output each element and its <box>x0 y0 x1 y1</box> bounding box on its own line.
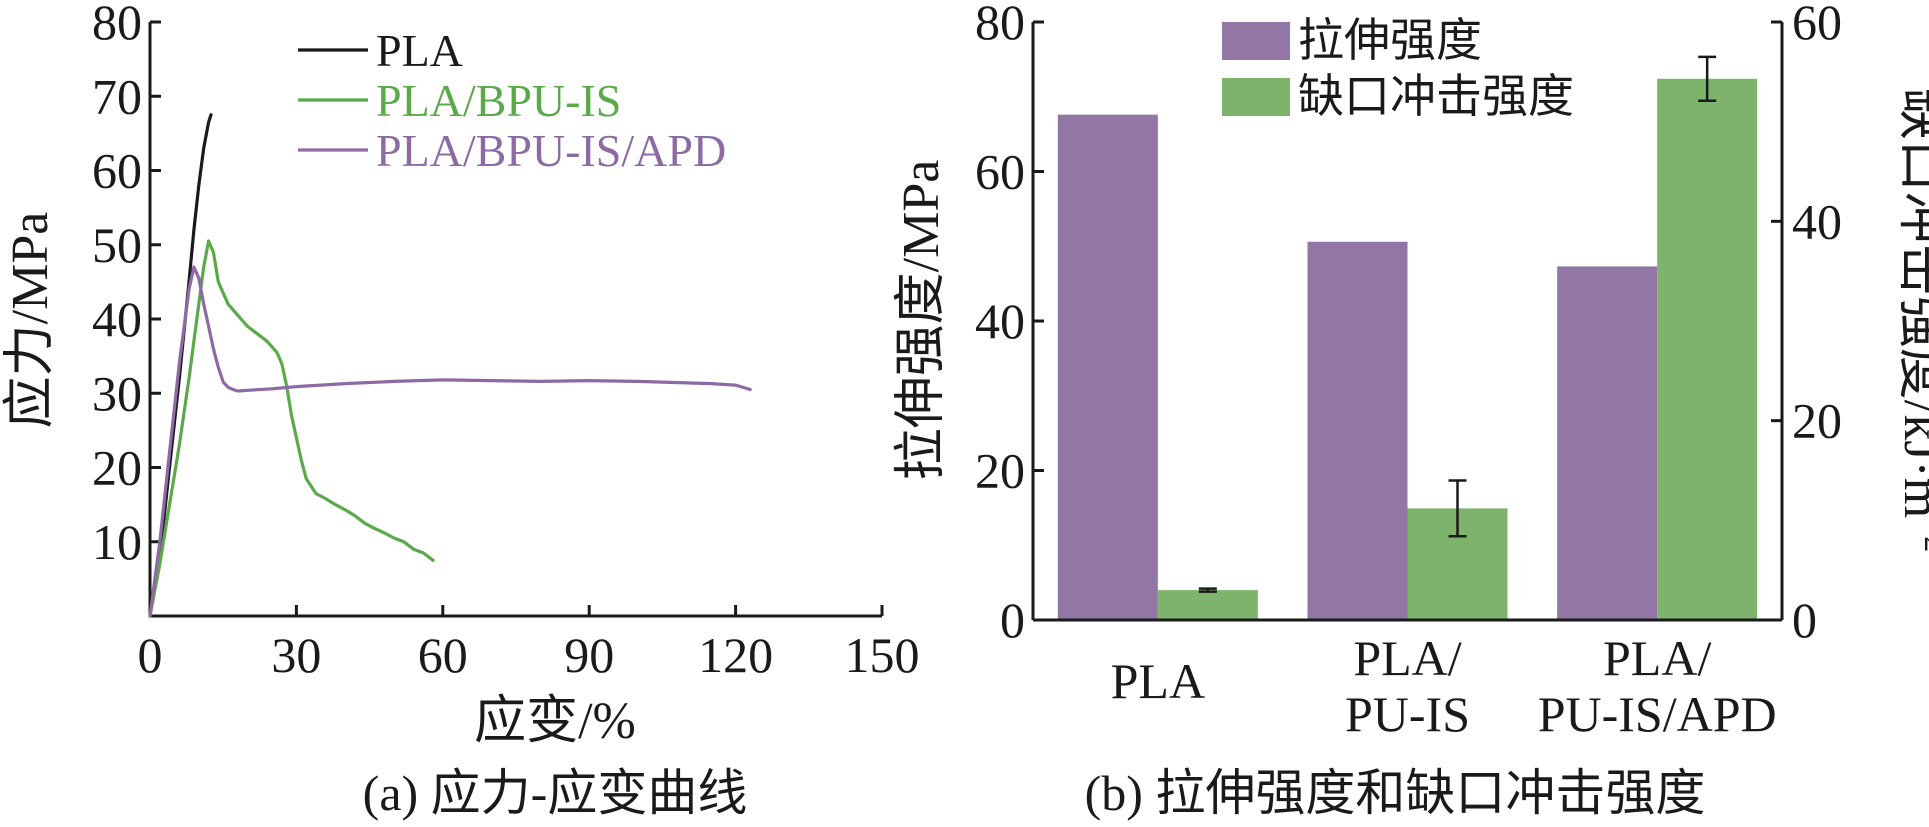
panel-b-legend-swatch-0 <box>1222 22 1290 60</box>
panel-a-y-tick-label: 70 <box>92 68 142 124</box>
panel-a-y-ticks: 10 20 30 40 50 60 70 80 <box>92 0 161 570</box>
panel-a-y-tick-label: 50 <box>92 217 142 273</box>
panel-b-left-tick-label: 60 <box>975 144 1025 200</box>
panel-b-category-label-2: PLA/ <box>1603 630 1711 686</box>
panel-b-caption: (b) 拉伸强度和缺口冲击强度 <box>1085 765 1706 821</box>
panel-b-right-axis-title: 缺口冲击强度/kJ·m−2 <box>1893 88 1929 553</box>
panel-b-right-tick-label: 0 <box>1792 592 1817 648</box>
panel-a-x-tick-label: 120 <box>698 627 773 683</box>
panel-b-legend-swatch-1 <box>1222 78 1290 116</box>
panel-b-bar-0-1 <box>1307 241 1408 620</box>
panel-a-x-tick-label: 0 <box>138 627 163 683</box>
panel-b-right-axis-title-main: 缺口冲击强度/kJ·m <box>1893 88 1929 518</box>
panel-b-category-label-2: PU-IS/APD <box>1538 686 1777 742</box>
panel-a-y-tick-label: 30 <box>92 365 142 421</box>
panel-b-right-tick-label: 20 <box>1792 393 1842 449</box>
panel-a-y-tick-label: 10 <box>92 514 142 570</box>
panel-a-series-line-0 <box>148 113 213 618</box>
panel-b-right-axis-title-superscript: −2 <box>1918 518 1929 552</box>
panel-b-legend-label-1: 缺口冲击强度 <box>1298 71 1574 122</box>
panel-b-category-label-1: PU-IS <box>1345 686 1470 742</box>
panel-a-legend-label-0: PLA <box>376 25 463 76</box>
panel-a-legend-label-2: PLA/BPU-IS/APD <box>376 125 726 176</box>
panel-a-y-tick-label: 20 <box>92 440 142 496</box>
panel-a-series-lines <box>148 113 752 618</box>
panel-b-bar-0-2 <box>1557 266 1658 620</box>
panel-b-left-tick-label: 0 <box>1000 592 1025 648</box>
panel-b-bar-1-2 <box>1657 78 1758 620</box>
panel-b-left-tick-label: 80 <box>975 0 1025 50</box>
panel-b-left-ticks: 0 20 40 60 80 <box>975 0 1044 648</box>
panel-b-left-tick-label: 20 <box>975 443 1025 499</box>
panel-a-y-tick-label: 80 <box>92 0 142 50</box>
panel-a-legend-label-1: PLA/BPU-IS <box>376 75 621 126</box>
panel-a-x-tick-label: 90 <box>564 627 614 683</box>
panel-a-x-axis-title: 应变/% <box>474 693 636 750</box>
panel-b-category-label-0: PLA <box>1111 653 1205 709</box>
panel-a-y-tick-label: 60 <box>92 143 142 199</box>
panel-a-series-line-1 <box>148 239 435 618</box>
panel-a-y-tick-label: 40 <box>92 291 142 347</box>
panel-a-x-ticks: 0 30 60 90 120 150 <box>138 605 920 683</box>
panel-b-right-ticks: 0 20 40 60 <box>1771 0 1842 648</box>
panel-a-y-axis-title: 应力/MPa <box>2 212 59 429</box>
panel-b-category-label-1: PLA/ <box>1353 630 1461 686</box>
panel-b-bar-0-0 <box>1057 114 1158 620</box>
panel-a-caption: (a) 应力-应变曲线 <box>363 765 748 821</box>
panel-a-x-tick-label: 150 <box>845 627 920 683</box>
panel-b-bar-1-0 <box>1157 590 1258 620</box>
panel-b-right-tick-label: 40 <box>1792 193 1842 249</box>
panel-b-left-axis-title: 拉伸强度/MPa <box>893 160 950 481</box>
panel-a-x-tick-label: 30 <box>271 627 321 683</box>
panel-b-right-tick-label: 60 <box>1792 0 1842 50</box>
panel-a-series-line-2 <box>148 265 752 618</box>
panel-b-bars <box>1057 55 1758 620</box>
panel-a-x-tick-label: 60 <box>418 627 468 683</box>
panel-b-legend-label-0: 拉伸强度 <box>1298 15 1482 66</box>
panel-b-left-tick-label: 40 <box>975 293 1025 349</box>
